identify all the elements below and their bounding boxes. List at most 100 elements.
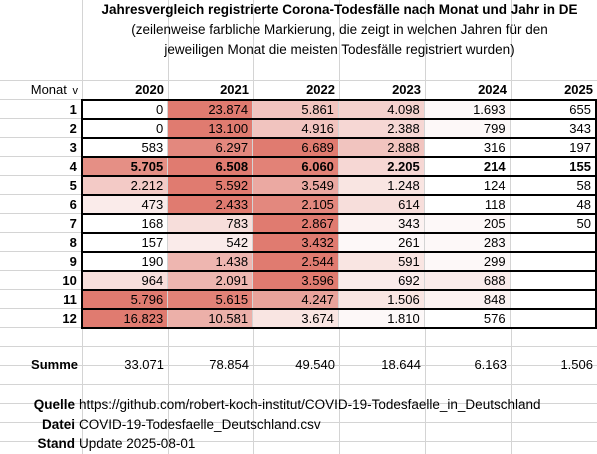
value-cell[interactable]: 3.596 — [252, 270, 339, 291]
month-cell[interactable]: 4 — [69, 159, 77, 174]
grid-line — [0, 422, 597, 423]
value-cell[interactable]: 576 — [423, 308, 511, 329]
value-cell[interactable]: 3.549 — [252, 175, 339, 196]
value-cell[interactable]: 1.506 — [337, 289, 425, 310]
value-cell[interactable]: 5.861 — [252, 99, 339, 120]
value-cell[interactable]: 124 — [423, 175, 511, 196]
table-row: 10 964 2.091 3.596 692 688 — [5, 270, 597, 291]
value-cell[interactable]: 473 — [80, 194, 169, 215]
value-cell[interactable]: 4.098 — [337, 99, 425, 120]
value-cell[interactable]: 2.091 — [167, 270, 254, 291]
sum-cell[interactable]: 18.644 — [381, 357, 421, 372]
value-cell[interactable] — [509, 289, 597, 310]
value-cell[interactable] — [509, 270, 597, 291]
month-cell[interactable]: 1 — [69, 102, 77, 117]
value-cell[interactable]: 0 — [80, 99, 169, 120]
dropdown-filter-icon[interactable]: v — [72, 85, 79, 97]
value-cell[interactable]: 0 — [80, 118, 169, 139]
value-cell[interactable]: 655 — [509, 99, 597, 120]
value-cell[interactable]: 2.205 — [337, 156, 425, 177]
value-cell[interactable]: 799 — [423, 118, 511, 139]
month-cell[interactable]: 5 — [69, 178, 77, 193]
sum-cell[interactable]: 49.540 — [295, 357, 335, 372]
value-cell[interactable]: 542 — [167, 232, 254, 253]
table-row: 9 190 1.438 2.544 591 299 — [5, 251, 597, 272]
value-cell[interactable]: 583 — [80, 137, 169, 158]
value-cell[interactable]: 2.888 — [337, 137, 425, 158]
value-cell[interactable]: 614 — [337, 194, 425, 215]
sum-cell[interactable]: 78.854 — [209, 357, 249, 372]
grid-line — [0, 384, 597, 385]
value-cell[interactable]: 4.247 — [252, 289, 339, 310]
value-cell[interactable]: 316 — [423, 137, 511, 158]
value-cell[interactable]: 5.705 — [80, 156, 169, 177]
value-cell[interactable]: 58 — [509, 175, 597, 196]
datei-value[interactable]: COVID-19-Todesfaelle_Deutschland.csv — [79, 417, 321, 432]
value-cell[interactable]: 4.916 — [252, 118, 339, 139]
value-cell[interactable]: 50 — [509, 213, 597, 234]
value-cell[interactable] — [509, 251, 597, 272]
value-cell[interactable]: 5.796 — [80, 289, 169, 310]
value-cell[interactable] — [509, 232, 597, 253]
value-cell[interactable]: 2.105 — [252, 194, 339, 215]
value-cell[interactable]: 6.689 — [252, 137, 339, 158]
month-cell[interactable]: 2 — [69, 121, 77, 136]
value-cell[interactable]: 190 — [80, 251, 169, 272]
header-month-label: Monat — [30, 82, 67, 97]
value-cell[interactable]: 1.438 — [167, 251, 254, 272]
value-cell[interactable]: 23.874 — [167, 99, 254, 120]
value-cell[interactable]: 299 — [423, 251, 511, 272]
value-cell[interactable]: 48 — [509, 194, 597, 215]
value-cell[interactable]: 2.544 — [252, 251, 339, 272]
value-cell[interactable]: 1.693 — [423, 99, 511, 120]
month-cell[interactable]: 3 — [69, 140, 77, 155]
value-cell[interactable]: 688 — [423, 270, 511, 291]
value-cell[interactable]: 214 — [423, 156, 511, 177]
month-cell[interactable]: 12 — [62, 311, 77, 326]
value-cell[interactable]: 848 — [423, 289, 511, 310]
month-cell[interactable]: 7 — [69, 216, 77, 231]
value-cell[interactable]: 2.388 — [337, 118, 425, 139]
value-cell[interactable]: 964 — [80, 270, 169, 291]
value-cell[interactable]: 283 — [423, 232, 511, 253]
header-month-cell[interactable]: Monat v — [0, 80, 82, 99]
value-cell[interactable]: 3.674 — [252, 308, 339, 329]
month-cell[interactable]: 8 — [69, 235, 77, 250]
quelle-value[interactable]: https://github.com/robert-koch-institut/… — [79, 397, 541, 412]
value-cell[interactable]: 10.581 — [167, 308, 254, 329]
value-cell[interactable]: 591 — [337, 251, 425, 272]
value-cell[interactable]: 783 — [167, 213, 254, 234]
value-cell[interactable]: 1.810 — [337, 308, 425, 329]
value-cell[interactable]: 197 — [509, 137, 597, 158]
month-cell[interactable]: 6 — [69, 197, 77, 212]
value-cell[interactable]: 343 — [337, 213, 425, 234]
sum-cell[interactable]: 6.163 — [474, 357, 507, 372]
value-cell[interactable]: 261 — [337, 232, 425, 253]
value-cell[interactable]: 16.823 — [80, 308, 169, 329]
value-cell[interactable]: 5.592 — [167, 175, 254, 196]
value-cell[interactable]: 205 — [423, 213, 511, 234]
value-cell[interactable]: 118 — [423, 194, 511, 215]
value-cell[interactable]: 1.248 — [337, 175, 425, 196]
value-cell[interactable]: 2.867 — [252, 213, 339, 234]
value-cell[interactable]: 6.508 — [167, 156, 254, 177]
value-cell[interactable]: 2.433 — [167, 194, 254, 215]
value-cell[interactable]: 2.212 — [80, 175, 169, 196]
value-cell[interactable]: 13.100 — [167, 118, 254, 139]
value-cell[interactable] — [509, 308, 597, 329]
month-cell[interactable]: 11 — [63, 292, 77, 307]
value-cell[interactable]: 155 — [509, 156, 597, 177]
value-cell[interactable]: 5.615 — [167, 289, 254, 310]
sum-cell[interactable]: 1.506 — [560, 357, 593, 372]
month-cell[interactable]: 9 — [69, 254, 77, 269]
value-cell[interactable]: 6.297 — [167, 137, 254, 158]
value-cell[interactable]: 168 — [80, 213, 169, 234]
sum-cell[interactable]: 33.071 — [124, 357, 164, 372]
value-cell[interactable]: 343 — [509, 118, 597, 139]
value-cell[interactable]: 692 — [337, 270, 425, 291]
value-cell[interactable]: 157 — [80, 232, 169, 253]
value-cell[interactable]: 6.060 — [252, 156, 339, 177]
month-cell[interactable]: 10 — [62, 273, 77, 288]
value-cell[interactable]: 3.432 — [252, 232, 339, 253]
stand-value[interactable]: Update 2025-08-01 — [79, 436, 196, 451]
